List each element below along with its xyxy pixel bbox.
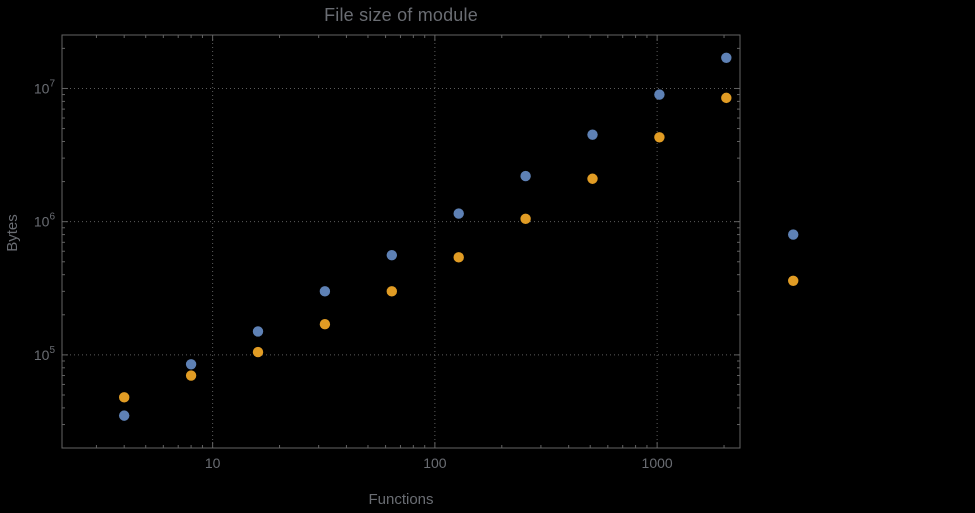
y-tick-label: 105 — [34, 345, 56, 363]
data-point-orange — [386, 286, 398, 297]
chart-title: File size of module — [324, 5, 478, 25]
data-point-blue — [118, 410, 130, 421]
data-point-blue — [386, 250, 398, 261]
data-point-blue — [520, 170, 531, 182]
data-point-blue — [252, 326, 264, 337]
data-point-orange — [788, 275, 799, 286]
data-point-blue — [788, 229, 799, 240]
x-tick-label: 10 — [205, 455, 221, 471]
data-point-blue — [319, 286, 331, 297]
plot-frame — [61, 34, 741, 449]
x-axis-label: Functions — [368, 491, 434, 508]
data-point-orange — [587, 173, 598, 184]
data-point-orange — [453, 252, 464, 263]
x-tick-label: 100 — [423, 455, 447, 471]
data-point-blue — [654, 89, 665, 100]
y-tick-label: 106 — [34, 212, 56, 230]
data-point-blue — [587, 129, 598, 140]
data-point-orange — [721, 92, 732, 104]
data-point-orange — [118, 392, 130, 403]
data-point-orange — [654, 132, 665, 143]
x-tick-label: 1000 — [642, 455, 673, 471]
data-point-blue — [721, 52, 732, 63]
data-point-blue — [185, 359, 197, 370]
data-point-blue — [453, 208, 464, 219]
y-axis-label: Bytes — [4, 214, 21, 252]
data-point-orange — [252, 346, 264, 358]
data-point-orange — [520, 213, 531, 225]
y-tick-label: 107 — [34, 78, 56, 96]
data-point-orange — [185, 370, 197, 381]
data-point-orange — [319, 318, 331, 330]
